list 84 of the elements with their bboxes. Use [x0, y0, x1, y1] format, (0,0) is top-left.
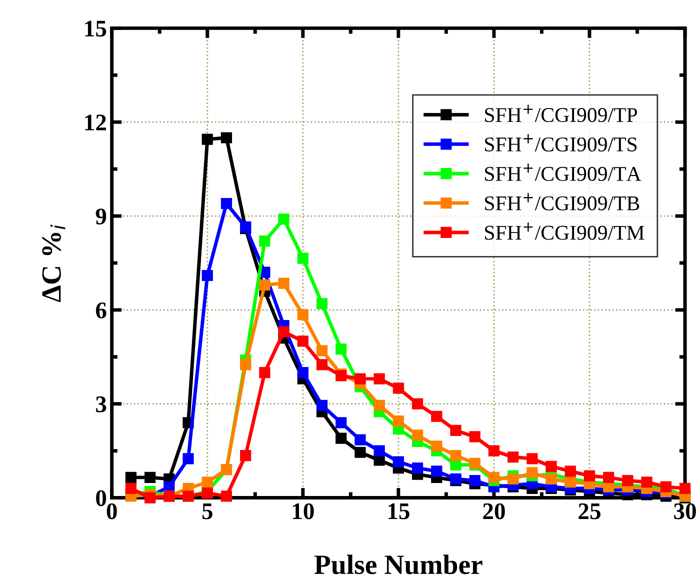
point: [125, 482, 136, 494]
y-tick-label: 12: [85, 114, 106, 130]
point: [297, 309, 308, 320]
point: [526, 453, 538, 464]
point: [220, 132, 232, 144]
point: [392, 456, 404, 468]
point: [450, 450, 462, 462]
point: [679, 482, 691, 494]
point: [374, 400, 385, 411]
point: [392, 416, 404, 427]
point: [202, 134, 213, 145]
x-tick-label: 25: [578, 503, 600, 520]
x-tick-label: 0: [106, 503, 117, 520]
point: [450, 424, 462, 436]
point: [220, 198, 232, 210]
x-axis-title: Pulse Number: [314, 554, 482, 574]
point: [202, 476, 213, 488]
point: [336, 417, 347, 428]
x-tick-label: 15: [388, 503, 410, 520]
point: [488, 472, 500, 483]
point: [431, 410, 442, 422]
point: [469, 431, 480, 442]
point: [526, 467, 538, 478]
point: [182, 453, 194, 464]
y-tick-label: 3: [96, 396, 106, 412]
point: [450, 459, 462, 470]
point: [259, 279, 270, 290]
point: [641, 476, 652, 488]
point: [374, 373, 385, 384]
point: [240, 450, 252, 462]
y-tick-label: 0: [96, 490, 106, 506]
point: [564, 466, 576, 477]
point: [488, 445, 500, 456]
legend-label: SFH$^{+}$/CGI909/TA: [485, 164, 642, 181]
point: [259, 366, 270, 378]
point: [202, 270, 213, 282]
x-tick-label: 5: [202, 504, 212, 520]
point: [622, 475, 634, 486]
point: [431, 440, 442, 452]
x-tick-label: 20: [483, 503, 505, 520]
x-tick-label: 10: [292, 503, 314, 520]
legend-label: SFH$^{+}$/CGI909/TB: [485, 193, 640, 210]
point: [297, 366, 308, 378]
point: [336, 432, 347, 444]
point: [412, 430, 424, 441]
point: [144, 472, 156, 483]
point: [431, 466, 442, 477]
legend-label: SFH$^{+}$/CGI909/TM: [485, 222, 644, 240]
point: [354, 434, 366, 446]
y-tick-label: 9: [96, 208, 106, 224]
point: [125, 472, 136, 483]
point: [316, 345, 328, 356]
point: [336, 344, 347, 355]
point: [412, 462, 424, 474]
point: [374, 445, 385, 456]
point: [469, 475, 480, 486]
point: [278, 214, 290, 225]
point: [354, 446, 366, 458]
point: [546, 460, 557, 472]
legend-label: SFH$^{+}$/CGI909/TP: [485, 104, 638, 122]
point: [546, 473, 557, 485]
point: [508, 473, 519, 485]
point: [392, 382, 404, 394]
point: [297, 336, 308, 347]
point: [603, 472, 614, 483]
point: [240, 359, 252, 370]
y-axis-title: ΔC %$_{i}$: [42, 224, 66, 302]
point: [259, 236, 270, 247]
point: [564, 476, 576, 488]
point: [412, 398, 424, 410]
point: [316, 359, 328, 370]
point: [278, 278, 290, 289]
legend-label: SFH$^{+}$/CGI909/TS: [485, 134, 637, 152]
point: [354, 373, 366, 384]
point: [508, 452, 519, 463]
point: [316, 400, 328, 411]
y-tick-label: 15: [85, 20, 106, 37]
point: [278, 326, 290, 338]
x-tick-label: 30: [674, 503, 696, 520]
point: [584, 470, 596, 482]
point: [316, 298, 328, 310]
point: [297, 252, 308, 264]
y-tick-label: 6: [96, 302, 106, 318]
point: [220, 490, 232, 502]
